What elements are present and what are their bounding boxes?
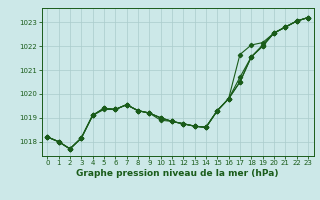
X-axis label: Graphe pression niveau de la mer (hPa): Graphe pression niveau de la mer (hPa) xyxy=(76,169,279,178)
